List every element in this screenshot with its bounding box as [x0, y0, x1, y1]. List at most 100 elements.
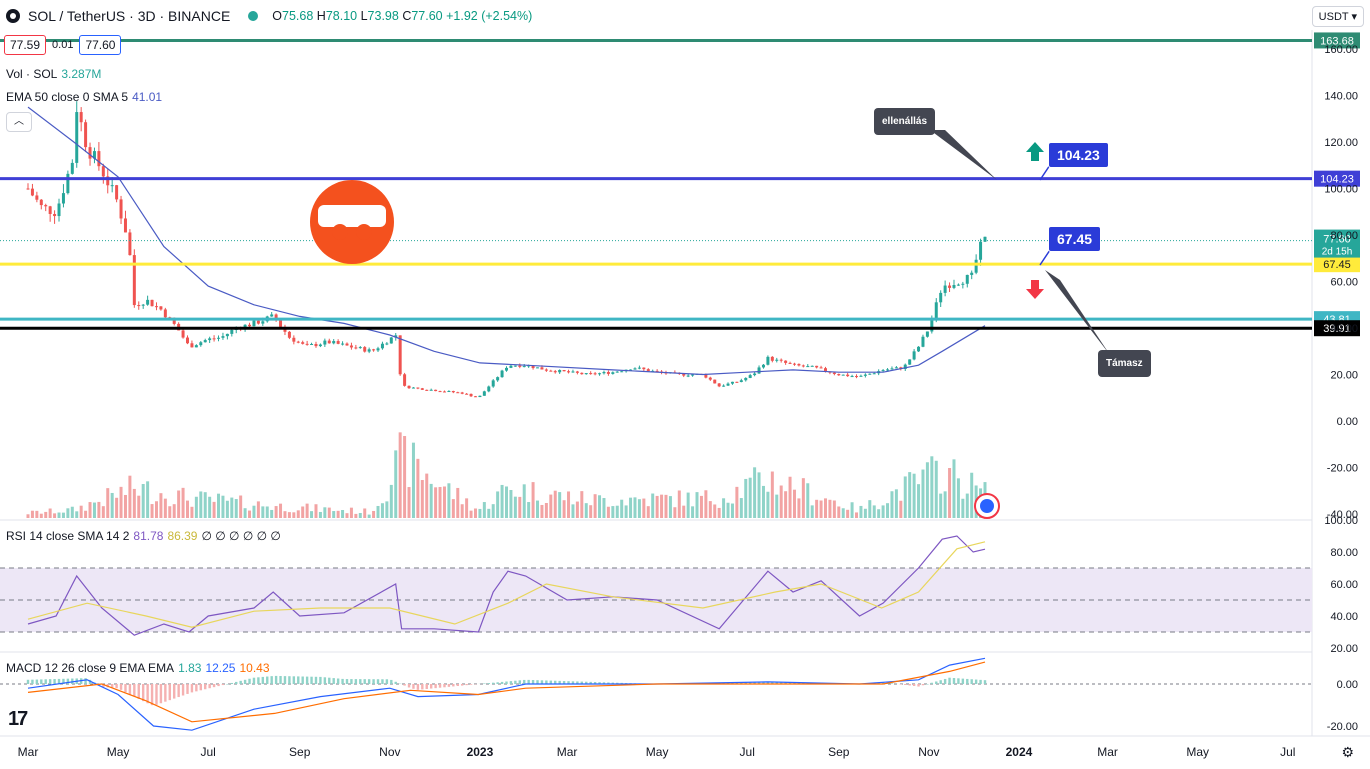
- candle: [172, 317, 176, 324]
- volume-bar: [101, 506, 105, 518]
- volume-bar: [611, 506, 615, 518]
- macd-histogram-bar: [771, 682, 774, 684]
- candle: [341, 343, 345, 345]
- candle: [970, 272, 974, 275]
- volume-bar: [203, 492, 207, 518]
- macd-histogram-bar: [726, 682, 730, 684]
- currency-select[interactable]: USDT ▾: [1311, 6, 1364, 27]
- rsi-line: [27, 535, 986, 636]
- volume-bar: [575, 501, 579, 518]
- volume-bar: [810, 505, 814, 518]
- macd-histogram-bar: [500, 681, 504, 684]
- volume-bar: [881, 505, 885, 518]
- macd-histogram-bar: [363, 679, 366, 684]
- macd-histogram-bar: [793, 682, 796, 684]
- candle: [30, 188, 34, 196]
- collapse-legend-button[interactable]: ︿: [6, 112, 32, 132]
- candle: [305, 343, 309, 345]
- volume-bar: [660, 494, 664, 518]
- candle: [496, 377, 500, 381]
- volume-legend[interactable]: Vol · SOL 3.287M: [6, 67, 102, 81]
- volume-bar: [194, 496, 198, 518]
- rsi-legend[interactable]: RSI 14 close SMA 14 2 81.78 86.39 ∅ ∅ ∅ ∅ ∅…: [6, 529, 281, 543]
- macd-histogram-bar: [186, 684, 189, 694]
- time-axis-label: Nov: [379, 745, 400, 759]
- volume-bar: [686, 492, 690, 518]
- volume-bar: [558, 492, 562, 518]
- volume-bar: [336, 510, 340, 518]
- candle: [119, 199, 123, 219]
- volume-bar: [345, 513, 349, 518]
- ema-legend[interactable]: EMA 50 close 0 SMA 5 41.01: [6, 90, 163, 104]
- candle: [416, 387, 420, 389]
- support-value-label[interactable]: 67.45: [1048, 226, 1102, 252]
- candle: [908, 359, 912, 365]
- candle: [881, 370, 885, 372]
- support-annotation[interactable]: Támasz: [1098, 350, 1151, 377]
- resistance-value-label[interactable]: 104.23: [1048, 142, 1109, 168]
- candle: [274, 314, 278, 321]
- macd-legend[interactable]: MACD 12 26 close 9 EMA EMA 1.83 12.25 10.43: [6, 661, 270, 675]
- macd-histogram-bar: [469, 684, 473, 685]
- candle: [465, 393, 469, 395]
- volume-bar: [828, 499, 832, 518]
- solana-logo-icon: [6, 9, 20, 23]
- macd-histogram-bar: [966, 678, 969, 684]
- macd-histogram-bar: [283, 676, 287, 684]
- candle: [620, 371, 624, 373]
- volume-bar: [837, 506, 841, 518]
- volume-bar: [186, 500, 189, 518]
- volume-bar: [961, 498, 965, 518]
- macd-histogram-bar: [336, 678, 340, 684]
- volume-bar: [61, 512, 65, 518]
- macd-histogram-bar: [53, 679, 56, 684]
- volume-bar: [132, 488, 136, 518]
- candle: [150, 299, 154, 307]
- down-arrow-icon: [1026, 280, 1044, 299]
- volume-bar: [372, 510, 376, 518]
- macd-histogram-bar: [549, 680, 553, 684]
- macd-histogram-bar: [775, 682, 778, 684]
- tradingview-logo-icon[interactable]: 17: [8, 708, 28, 730]
- macd-histogram-bar: [487, 683, 490, 684]
- time-axis-label: May: [646, 745, 669, 759]
- volume-bar: [912, 473, 916, 518]
- candle: [88, 147, 92, 159]
- volume-bar: [256, 501, 260, 518]
- candle: [53, 213, 57, 217]
- candle: [420, 388, 424, 390]
- candle: [203, 340, 207, 343]
- macd-histogram-bar: [562, 681, 566, 684]
- level-price-tag: [1314, 170, 1360, 187]
- volume-bar: [451, 499, 455, 518]
- candle: [79, 112, 83, 123]
- resistance-annotation[interactable]: ellenállás: [874, 108, 936, 135]
- sell-button[interactable]: 77.59: [4, 35, 47, 55]
- macd-histogram-bar: [505, 681, 508, 684]
- volume-bar: [146, 481, 150, 518]
- symbol-title[interactable]: SOL / TetherUS · 3D · BINANCE: [28, 8, 231, 24]
- candle: [478, 395, 482, 398]
- candle: [788, 362, 792, 364]
- candle: [571, 371, 575, 373]
- candle: [429, 389, 433, 391]
- macd-histogram-bar: [66, 678, 70, 684]
- trade-buttons: 77.59 0.01 77.60: [4, 35, 122, 55]
- gear-icon[interactable]: ⚙: [1341, 744, 1354, 760]
- level-price-label: 39.91: [1323, 323, 1351, 335]
- price-tick-label: 160.00: [1324, 44, 1358, 56]
- candle: [801, 365, 805, 367]
- volume-bar: [770, 471, 774, 518]
- candle: [301, 342, 305, 344]
- buy-button[interactable]: 77.60: [79, 35, 122, 55]
- macd-histogram-bar: [952, 678, 956, 684]
- candle: [593, 373, 597, 375]
- volume-bar: [527, 502, 531, 518]
- candle: [380, 343, 384, 349]
- macd-histogram-bar: [305, 676, 309, 684]
- volume-bar: [819, 500, 823, 518]
- volume-bar: [664, 494, 668, 518]
- candle: [859, 375, 863, 377]
- rsi-tick-label: 80.00: [1330, 547, 1358, 559]
